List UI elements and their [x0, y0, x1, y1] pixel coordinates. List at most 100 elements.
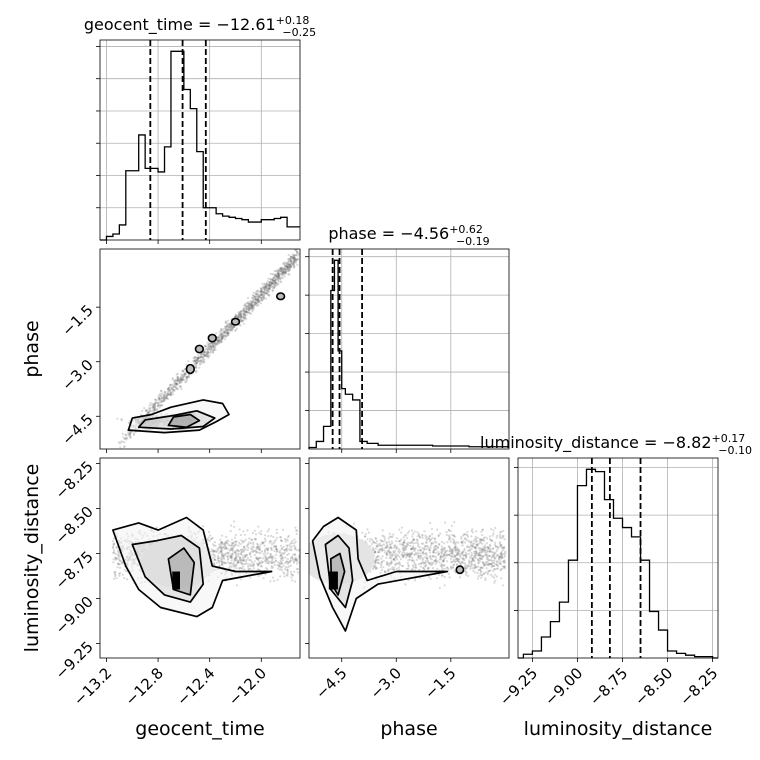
scatter-point: [213, 544, 216, 547]
scatter-point: [256, 299, 259, 302]
scatter-point: [279, 272, 282, 275]
scatter-point: [402, 554, 405, 558]
scatter-point: [238, 541, 241, 544]
scatter-point: [237, 561, 240, 564]
scatter-point: [494, 526, 497, 530]
scatter-point: [238, 313, 241, 316]
scatter-point: [412, 566, 415, 569]
scatter-point: [388, 532, 391, 535]
scatter-point: [379, 571, 382, 575]
scatter-point: [218, 341, 222, 344]
scatter-point: [372, 541, 375, 544]
scatter-point: [251, 306, 254, 309]
scatter-point: [165, 394, 168, 397]
scatter-point: [128, 432, 131, 435]
scatter-point: [253, 529, 256, 532]
scatter-point: [276, 282, 279, 285]
scatter-point: [276, 276, 279, 279]
scatter-point: [440, 548, 443, 551]
scatter-point: [281, 272, 284, 275]
scatter-point: [265, 283, 268, 286]
scatter-point: [267, 556, 270, 560]
scatter-point: [442, 560, 445, 563]
scatter-point: [240, 320, 243, 323]
scatter-point: [252, 545, 255, 549]
scatter-point: [270, 547, 273, 550]
scatter-point: [198, 356, 201, 359]
scatter-point: [234, 558, 237, 562]
scatter-point: [417, 544, 420, 548]
scatter-point: [503, 554, 507, 558]
scatter-point: [447, 572, 450, 576]
scatter-point: [411, 568, 414, 571]
scatter-point: [259, 543, 262, 546]
scatter-point: [480, 566, 483, 570]
x-axis-label-geocent_time: geocent_time: [135, 718, 264, 740]
scatter-point: [463, 547, 466, 550]
scatter-point: [282, 262, 285, 265]
scatter-point: [405, 545, 408, 548]
scatter-point: [403, 534, 406, 537]
scatter-point: [172, 390, 175, 393]
scatter-point: [282, 268, 286, 271]
x-tick-label: −9.25: [496, 664, 541, 709]
scatter-point: [208, 530, 211, 534]
scatter-point: [382, 559, 385, 562]
scatter-point: [430, 527, 434, 531]
scatter-point: [221, 541, 224, 544]
scatter-point: [459, 562, 462, 566]
scatter-point: [259, 290, 262, 293]
scatter-point: [242, 545, 245, 549]
scatter-point: [428, 551, 432, 554]
scatter-point: [293, 254, 296, 257]
scatter-point: [220, 335, 223, 338]
scatter-point: [208, 342, 211, 345]
scatter-point: [288, 561, 291, 564]
scatter-point: [185, 375, 188, 378]
scatter-point: [249, 305, 252, 308]
scatter-point: [289, 556, 292, 560]
scatter-point: [117, 441, 120, 444]
scatter-point: [288, 273, 291, 276]
scatter-point: [167, 387, 170, 390]
scatter-point: [502, 565, 505, 569]
scatter-point: [465, 555, 468, 558]
scatter-point: [266, 287, 269, 290]
scatter-point: [263, 291, 266, 294]
scatter-point: [230, 553, 233, 556]
scatter-point: [250, 307, 253, 311]
scatter-point: [488, 559, 491, 562]
scatter-point: [378, 550, 381, 554]
scatter-point: [237, 313, 240, 316]
scatter-point: [395, 562, 398, 565]
scatter-point: [285, 270, 288, 273]
scatter-point: [268, 294, 271, 297]
y-tick-label: −8.25: [52, 458, 97, 503]
scatter-point: [242, 313, 245, 316]
scatter-point: [398, 528, 401, 531]
scatter-point: [251, 310, 254, 313]
scatter-point: [221, 563, 224, 566]
scatter-point: [387, 564, 391, 567]
scatter-point: [175, 382, 178, 385]
scatter-point: [268, 541, 271, 544]
scatter-point: [389, 546, 392, 549]
scatter-point: [280, 539, 283, 542]
scatter-point: [443, 551, 446, 554]
scatter-point: [217, 340, 220, 343]
scatter-point: [272, 276, 275, 279]
scatter-point: [276, 272, 279, 275]
scatter-point: [116, 557, 119, 560]
scatter-point: [442, 560, 445, 563]
scatter-point: [254, 301, 258, 305]
scatter-point: [247, 565, 250, 568]
scatter-point: [228, 565, 232, 568]
scatter-point: [180, 373, 183, 376]
scatter-point: [275, 283, 279, 286]
scatter-point: [467, 549, 470, 552]
scatter-point: [447, 529, 450, 532]
scatter-point: [257, 574, 260, 578]
scatter-point: [470, 543, 473, 546]
scatter-point: [176, 379, 179, 382]
scatter-point: [279, 267, 282, 270]
